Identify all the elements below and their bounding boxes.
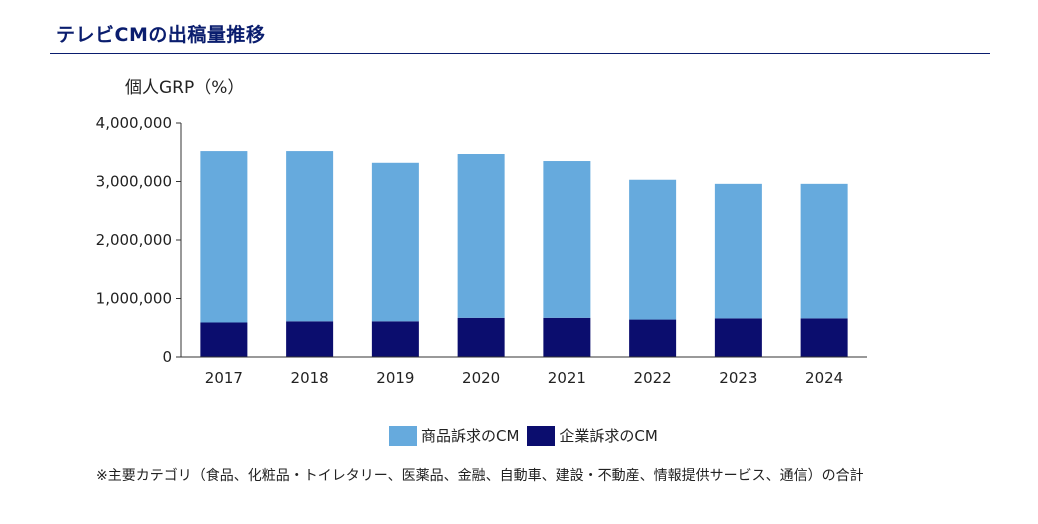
x-axis: 2017 2018 2019 2020 2021 2022 2023 2024 (181, 356, 867, 387)
bar-product (200, 151, 248, 323)
x-tick-label: 2022 (634, 369, 672, 387)
title-divider (50, 53, 990, 54)
bar-product (714, 183, 762, 319)
bar-corporate (629, 319, 677, 357)
bar-corporate (714, 318, 762, 357)
bar-product (371, 162, 419, 322)
y-axis-label: 個人GRP（%） (125, 78, 245, 98)
y-tick-label: 4,000,000 (96, 114, 172, 132)
footnote: ※主要カテゴリ（食品、化粧品・トイレタリー、医薬品、金融、自動車、建設・不動産、… (96, 468, 864, 484)
legend-swatch-corporate (527, 425, 556, 446)
legend-item-product: 商品訴求のCM (389, 425, 519, 446)
y-tick-label: 1,000,000 (96, 290, 172, 308)
x-tick-label: 2018 (291, 369, 329, 387)
x-tick-label: 2020 (462, 369, 500, 387)
x-tick-label: 2019 (376, 369, 414, 387)
legend-label-corporate: 企業訴求のCM (559, 427, 658, 445)
y-tick-label: 2,000,000 (96, 231, 172, 249)
bar-corporate (800, 318, 848, 357)
bar-product (286, 151, 334, 322)
x-tick-label: 2017 (205, 369, 243, 387)
x-tick-label: 2023 (719, 369, 757, 387)
x-tick-label: 2024 (805, 369, 843, 387)
bar-corporate (543, 317, 591, 357)
y-tick-label: 0 (162, 348, 172, 366)
bar-corporate (286, 321, 334, 357)
bar-product (629, 179, 677, 320)
legend-label-product: 商品訴求のCM (421, 427, 520, 445)
bar-product (800, 183, 848, 319)
legend-swatch-product (389, 425, 417, 446)
bar-corporate (457, 317, 505, 357)
legend: 商品訴求のCM 企業訴求のCM (389, 425, 666, 446)
bar-corporate (371, 321, 419, 357)
bars (200, 151, 848, 357)
bar-corporate (200, 322, 248, 357)
y-axis: 0 1,000,000 2,000,000 3,000,000 4,000,000 (96, 114, 182, 366)
x-tick-label: 2021 (548, 369, 586, 387)
y-tick-label: 3,000,000 (96, 173, 172, 191)
legend-item-corporate: 企業訴求のCM (527, 425, 658, 446)
bar-product (543, 161, 591, 318)
bar-product (457, 154, 505, 318)
page-title: テレビCMの出稿量推移 (56, 24, 266, 46)
